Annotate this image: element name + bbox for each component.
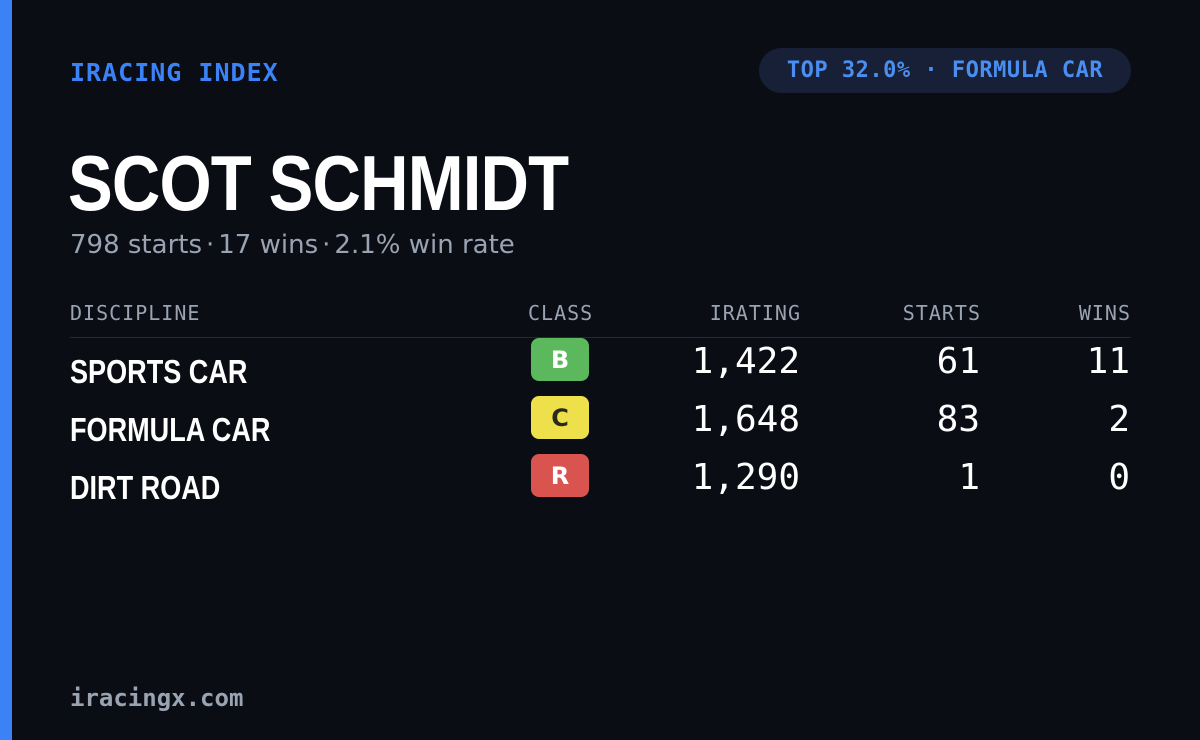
row-wins: 11 — [1086, 341, 1130, 382]
win-rate: 2.1% win rate — [334, 230, 515, 260]
rank-badge: TOP 32.0% · FORMULA CAR — [759, 48, 1131, 93]
row-irating: 1,422 — [691, 341, 800, 382]
row-starts: 83 — [936, 399, 980, 440]
brand-label: IRACING INDEX — [70, 58, 279, 87]
header-wins: WINS — [1078, 301, 1131, 325]
row-starts: 61 — [936, 341, 980, 382]
discipline-table: DISCIPLINE CLASS IRATING STARTS WINS SPO… — [70, 296, 1131, 512]
class-badge: R — [531, 454, 589, 497]
wins-count: 17 wins — [218, 230, 319, 260]
table-row: FORMULA CAR C 1,648 83 2 — [70, 396, 1131, 454]
row-irating: 1,648 — [691, 399, 800, 440]
starts-count: 798 starts — [70, 230, 202, 260]
row-discipline: FORMULA CAR — [70, 411, 271, 448]
header-class: CLASS — [528, 301, 594, 325]
header-discipline: DISCIPLINE — [70, 301, 201, 325]
stats-separator: · — [322, 230, 331, 260]
row-wins: 2 — [1108, 399, 1130, 440]
row-starts: 1 — [958, 457, 980, 498]
driver-name: SCOT SCHMIDT — [68, 139, 569, 227]
footer-domain: iracingx.com — [70, 684, 244, 712]
header-starts: STARTS — [902, 301, 981, 325]
table-row: DIRT ROAD R 1,290 1 0 — [70, 454, 1131, 512]
accent-bar — [0, 0, 12, 740]
class-badge: C — [531, 396, 589, 439]
header-irating: IRATING — [709, 301, 801, 325]
stats-separator: · — [206, 230, 215, 260]
row-discipline: DIRT ROAD — [70, 469, 221, 506]
row-irating: 1,290 — [691, 457, 800, 498]
class-badge: B — [531, 338, 589, 381]
row-wins: 0 — [1108, 457, 1130, 498]
table-header: DISCIPLINE CLASS IRATING STARTS WINS — [70, 296, 1131, 338]
row-discipline: SPORTS CAR — [70, 353, 248, 390]
table-row: SPORTS CAR B 1,422 61 11 — [70, 338, 1131, 396]
driver-stats: 798 starts · 17 wins · 2.1% win rate — [70, 228, 515, 262]
